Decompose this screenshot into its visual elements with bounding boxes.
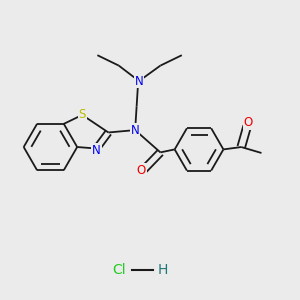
Text: N: N: [135, 75, 143, 88]
Text: S: S: [79, 108, 86, 122]
Text: O: O: [137, 164, 146, 177]
Text: H: H: [157, 263, 168, 277]
Text: N: N: [131, 124, 140, 136]
Text: O: O: [244, 116, 253, 129]
Text: Cl: Cl: [112, 263, 126, 277]
Text: N: N: [92, 144, 101, 157]
